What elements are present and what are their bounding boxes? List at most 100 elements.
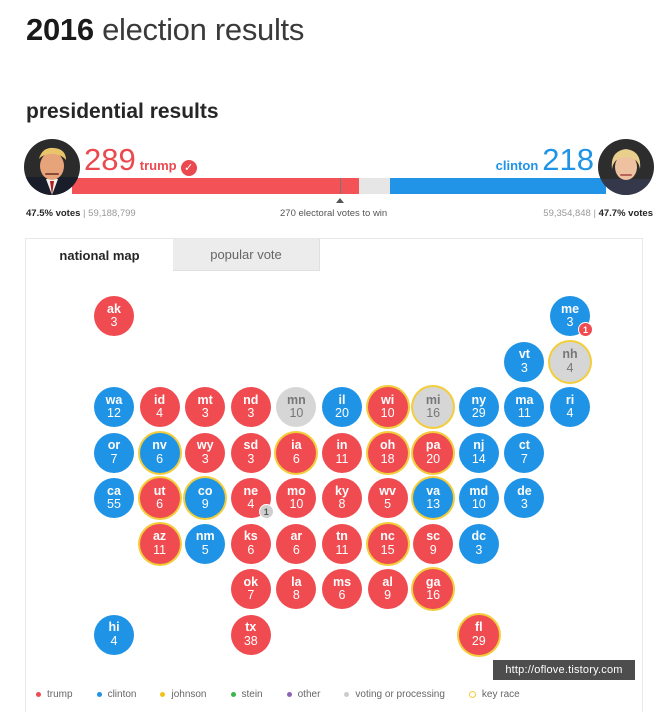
state-abbr: ut: [153, 483, 166, 498]
legend-dot-icon: [344, 692, 350, 697]
state-nm[interactable]: nm 5: [185, 523, 226, 564]
state-electoral-votes: 29: [471, 633, 486, 648]
legend-item-voting-or-processing: voting or processing: [344, 689, 445, 700]
state-wi[interactable]: wi 10: [367, 387, 408, 427]
state-in[interactable]: in 11: [322, 432, 362, 473]
state-tx[interactable]: tx 38: [230, 614, 271, 655]
state-dc[interactable]: dc 3: [458, 523, 499, 564]
state-abbr: wi: [380, 392, 395, 407]
state-nh[interactable]: nh 4: [550, 341, 590, 382]
state-abbr: ms: [332, 574, 352, 589]
state-abbr: co: [197, 483, 213, 498]
trump-avatar: [24, 139, 80, 195]
state-ca[interactable]: ca 55: [94, 478, 134, 518]
state-electoral-votes: 3: [566, 315, 574, 329]
state-abbr: ky: [335, 483, 349, 498]
state-abbr: wy: [196, 438, 214, 452]
state-abbr: ca: [107, 483, 121, 498]
state-abbr: mi: [425, 392, 441, 407]
state-electoral-votes: 38: [243, 633, 258, 648]
state-mn[interactable]: mn 10: [276, 387, 317, 427]
state-electoral-votes: 3: [475, 542, 483, 557]
state-co[interactable]: co 9: [185, 478, 226, 518]
state-abbr: id: [154, 392, 166, 407]
state-ut[interactable]: ut 6: [139, 478, 180, 518]
state-abbr: wv: [379, 483, 396, 498]
map-legend: trump clinton johnson stein other voting or p…: [36, 689, 544, 700]
state-wv[interactable]: wv 5: [367, 478, 408, 518]
state-electoral-votes: 7: [520, 451, 528, 466]
state-nv[interactable]: nv 6: [139, 432, 180, 473]
state-de[interactable]: de 3: [504, 478, 545, 518]
state-sc[interactable]: sc 9: [413, 523, 454, 564]
state-abbr: ar: [290, 529, 303, 543]
state-ar[interactable]: ar 6: [276, 523, 317, 564]
state-electoral-votes: 6: [292, 451, 300, 466]
state-pa[interactable]: pa 20: [413, 432, 454, 473]
state-electoral-votes: 10: [289, 406, 304, 420]
state-wy[interactable]: wy 3: [185, 432, 226, 473]
state-ms[interactable]: ms 6: [322, 569, 362, 609]
state-electoral-votes: 9: [384, 588, 392, 602]
state-nc[interactable]: nc 15: [367, 523, 408, 564]
state-ks[interactable]: ks 6: [230, 523, 271, 564]
clinton-summary: clinton 218: [496, 144, 594, 175]
state-mo[interactable]: mo 10: [276, 478, 317, 518]
state-electoral-votes: 11: [335, 451, 349, 466]
state-abbr: nd: [243, 392, 259, 407]
win-threshold-label: 270 electoral votes to win: [280, 208, 388, 219]
clinton-vote-percent: 47.7% votes: [598, 208, 653, 219]
state-tn[interactable]: tn 11: [322, 523, 362, 564]
state-hi[interactable]: hi 4: [94, 614, 134, 655]
state-az[interactable]: az 11: [139, 523, 180, 564]
state-ri[interactable]: ri 4: [550, 387, 590, 427]
state-abbr: ma: [515, 392, 534, 407]
state-electoral-votes: 6: [247, 542, 255, 557]
tab-popular-vote[interactable]: popular vote: [173, 239, 320, 271]
state-vt[interactable]: vt 3: [504, 341, 545, 382]
state-wa[interactable]: wa 12: [94, 387, 134, 427]
state-electoral-votes: 55: [107, 497, 121, 511]
state-ok[interactable]: ok 7: [230, 569, 271, 609]
state-sd[interactable]: sd 3: [230, 432, 271, 473]
state-ak[interactable]: ak 3: [94, 296, 134, 336]
state-electoral-votes: 10: [471, 497, 486, 511]
state-or[interactable]: or 7: [94, 432, 134, 473]
watermark: http://oflove.tistory.com: [493, 660, 635, 680]
state-mi[interactable]: mi 16: [413, 387, 454, 427]
state-electoral-votes: 16: [426, 588, 441, 602]
state-al[interactable]: al 9: [367, 569, 408, 609]
state-abbr: oh: [379, 438, 396, 452]
state-ma[interactable]: ma 11: [504, 387, 545, 427]
state-id[interactable]: id 4: [139, 387, 180, 427]
state-abbr: nm: [195, 529, 215, 543]
trump-summary: 289 trump ✓: [84, 144, 197, 176]
results-tabs: national map popular vote: [26, 239, 320, 271]
state-abbr: az: [152, 529, 167, 543]
tab-national-map[interactable]: national map: [26, 239, 173, 271]
state-va[interactable]: va 13: [413, 478, 454, 518]
state-md[interactable]: md 10: [458, 478, 499, 518]
state-ct[interactable]: ct 7: [504, 432, 545, 473]
state-ny[interactable]: ny 29: [458, 387, 499, 427]
state-abbr: vt: [518, 347, 530, 361]
legend-item-stein: stein: [230, 689, 263, 700]
state-il[interactable]: il 20: [322, 387, 362, 427]
state-nd[interactable]: nd 3: [230, 387, 271, 427]
state-oh[interactable]: oh 18: [367, 432, 408, 473]
legend-item-other: other: [286, 689, 320, 700]
state-mt[interactable]: mt 3: [185, 387, 226, 427]
win-threshold-marker: [340, 178, 341, 194]
state-abbr: ne: [243, 483, 259, 498]
state-ia[interactable]: ia 6: [276, 432, 317, 473]
state-ga[interactable]: ga 16: [413, 569, 454, 609]
state-la[interactable]: la 8: [276, 569, 317, 609]
state-electoral-votes: 11: [335, 542, 349, 557]
state-electoral-votes: 15: [380, 542, 395, 557]
legend-item-johnson: johnson: [160, 689, 207, 700]
state-ky[interactable]: ky 8: [322, 478, 362, 518]
state-fl[interactable]: fl 29: [458, 614, 499, 655]
trump-popular-votes: 47.5% votes | 59,188,799: [26, 208, 136, 219]
state-nj[interactable]: nj 14: [458, 432, 499, 473]
trump-vote-count: 59,188,799: [88, 208, 136, 219]
